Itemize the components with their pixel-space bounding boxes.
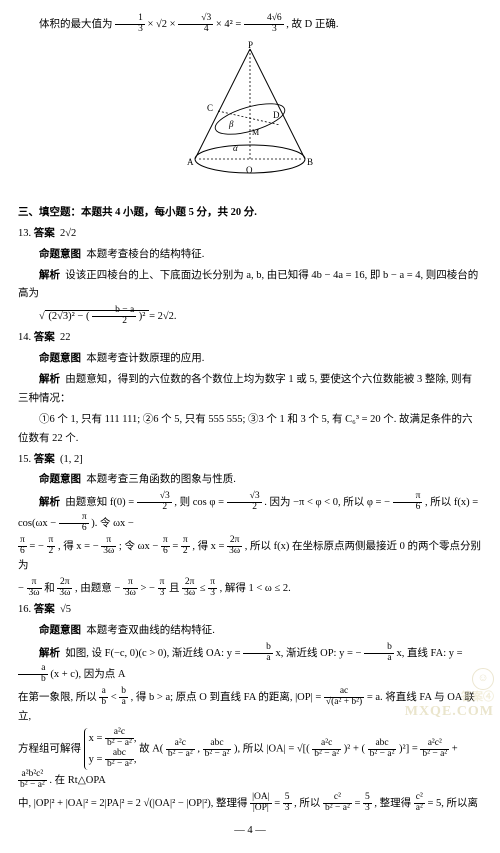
svg-text:β: β	[228, 119, 234, 129]
svg-text:C: C	[207, 103, 213, 113]
qnum: 13.	[18, 228, 31, 239]
svg-text:B: B	[307, 157, 313, 167]
page-number: — 4 —	[18, 822, 482, 841]
svg-text:D: D	[273, 110, 280, 120]
q14: 14. 答案 22	[18, 329, 482, 348]
q13-expl: 解析 设该正四棱台的上、下底面边长分别为 a, b, 由已知得 4b − 4a …	[18, 267, 482, 305]
q15: 15. 答案 (1, 2]	[18, 451, 482, 470]
ans: 2√2	[60, 228, 76, 239]
frac: 13	[115, 14, 145, 35]
txt: , 故 D 正确.	[286, 19, 338, 30]
q13-intent: 命题意图 本题考查棱台的结构特征.	[18, 246, 482, 265]
txt: × 4² =	[216, 19, 244, 30]
top-line: 体积的最大值为 13 × √2 × √34 × 4² = 4√63 , 故 D …	[18, 14, 482, 35]
txt: 体积的最大值为	[39, 19, 115, 30]
q13: 13. 答案 2√2	[18, 225, 482, 244]
svg-text:α: α	[233, 143, 238, 153]
svg-text:P: P	[248, 41, 253, 50]
svg-text:O: O	[246, 165, 253, 175]
frac: √34	[178, 14, 213, 35]
q16: 16. 答案 √5	[18, 601, 482, 620]
q13-root: √ (2√3)² − ( b − a2 )² = 2√2.	[18, 306, 482, 327]
section-3-title: 三、填空题：本题共 4 小题，每小题 5 分，共 20 分.	[18, 204, 482, 223]
svg-text:A: A	[187, 157, 194, 167]
ans-label: 答案	[34, 228, 55, 239]
frac: 4√63	[244, 14, 284, 35]
cone-figure: P A B C D O M β α	[18, 41, 482, 194]
txt: × √2 ×	[148, 19, 179, 30]
svg-text:M: M	[252, 128, 259, 137]
